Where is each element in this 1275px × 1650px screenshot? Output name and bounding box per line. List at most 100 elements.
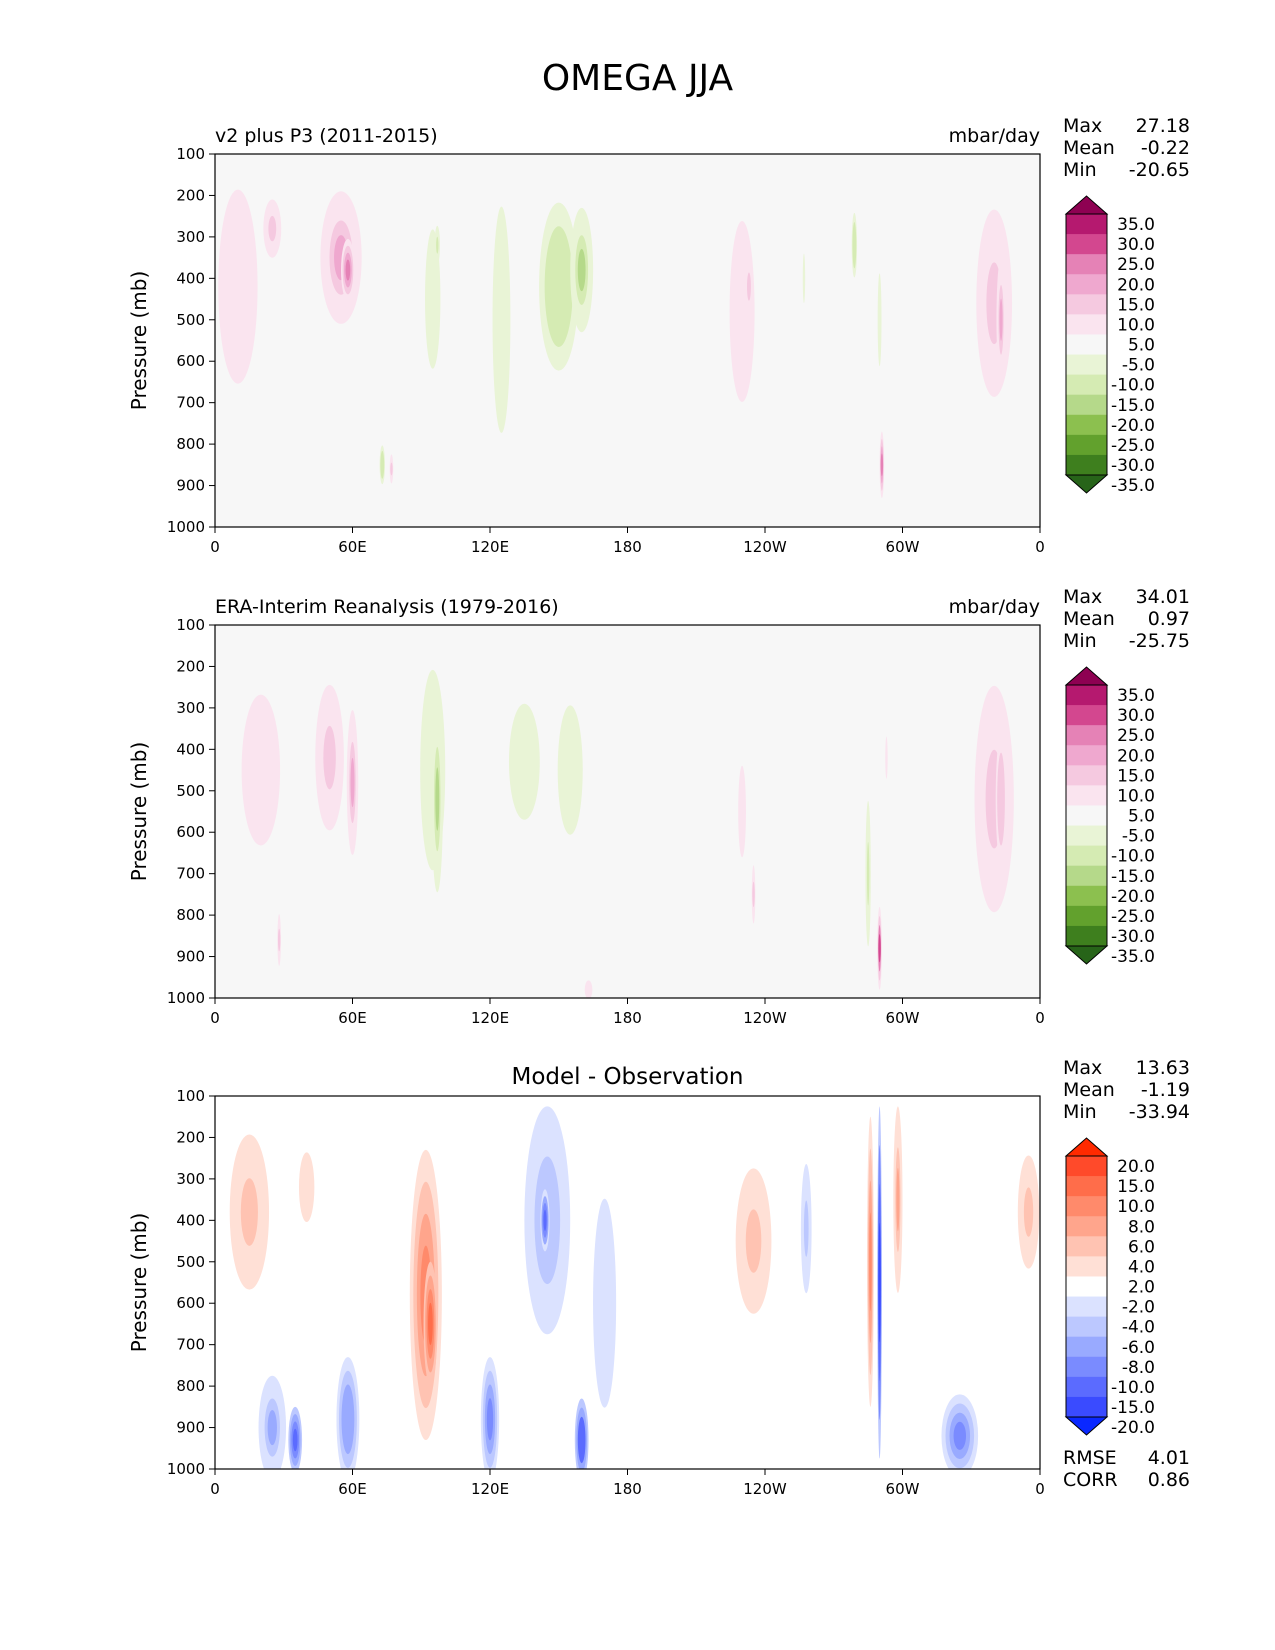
colorbar-segment [1066, 885, 1107, 907]
colorbar-label: 6.0 [1128, 1237, 1155, 1257]
contour-feature-13 [745, 1209, 762, 1273]
colorbar-label: 20.0 [1117, 746, 1155, 766]
contour-feature-2 [301, 1166, 312, 1209]
contour-feature-11 [752, 881, 755, 908]
x-tick-label: 120W [743, 1009, 787, 1027]
contour-feature-11 [579, 1425, 585, 1455]
x-tick-label: 120E [471, 1009, 509, 1027]
colorbar-label: -20.0 [1111, 887, 1155, 907]
colorbar-bottom-arrow [1064, 474, 1109, 494]
x-tick-label: 60E [338, 1480, 367, 1498]
colorbar-bottom-arrow [1064, 1416, 1109, 1436]
y-tick-label: 400 [176, 740, 205, 758]
colorbar: 20.015.010.08.06.04.02.0-2.0-4.0-6.0-8.0… [1064, 1137, 1155, 1438]
colorbar-segment [1066, 785, 1107, 806]
colorbar-label: -5.0 [1122, 356, 1155, 376]
contour-feature-17 [896, 1167, 900, 1232]
y-tick-label: 900 [176, 948, 205, 966]
contour-feature-11 [577, 248, 586, 292]
panel-1: 100 200 300 400 500 600 700 800 900 1000 0 60E 120E 1… [127, 115, 1190, 556]
y-tick-label: 700 [176, 865, 205, 883]
colorbar-segment [1066, 725, 1107, 746]
colorbar-segment [1066, 334, 1107, 356]
stat-value: 13.63 [1136, 1057, 1190, 1079]
colorbar-label: -35.0 [1111, 947, 1155, 967]
contour-feature-7 [428, 1302, 433, 1346]
stat-value: 4.01 [1148, 1447, 1190, 1469]
colorbar-segment [1066, 1356, 1107, 1378]
contour-feature-3 [267, 1409, 277, 1446]
y-tick-label: 600 [176, 352, 205, 370]
contour-feature-15 [869, 1212, 872, 1312]
colorbar-segment [1066, 1156, 1107, 1177]
stat-value: -20.65 [1129, 159, 1190, 181]
colorbar-label: -30.0 [1111, 927, 1155, 947]
stat-value: -0.22 [1141, 137, 1190, 159]
y-tick-label: 600 [176, 823, 205, 841]
colorbar-frame [1065, 1155, 1108, 1418]
colorbar-segment [1066, 1316, 1107, 1338]
y-tick-label: 300 [176, 699, 205, 717]
contour-feature-14 [885, 736, 888, 779]
panel-title: v2 plus P3 (2011-2015) [215, 125, 438, 147]
x-tick-label: 60W [886, 1009, 920, 1027]
y-tick-label: 500 [176, 1253, 205, 1271]
colorbar-label: 35.0 [1117, 215, 1155, 235]
contour-feature-3 [350, 757, 355, 808]
stat-value: -33.94 [1129, 1101, 1190, 1123]
contour-feature-16 [878, 1222, 881, 1343]
stat-label: Min [1063, 1101, 1097, 1123]
colorbar-label: -15.0 [1111, 1398, 1155, 1418]
colorbar-segment [1066, 765, 1107, 786]
colorbar-label: -20.0 [1111, 416, 1155, 436]
y-tick-label: 200 [176, 657, 205, 675]
x-tick-label: 120E [471, 1480, 509, 1498]
colorbar-label: 5.0 [1128, 807, 1155, 827]
colorbar-segment [1066, 234, 1107, 255]
contour-feature-7 [428, 256, 438, 342]
colorbar-label: 8.0 [1128, 1217, 1155, 1237]
x-tick-label: 180 [613, 538, 642, 556]
colorbar-label: -20.0 [1111, 1418, 1155, 1438]
contour-feature-10 [543, 1209, 547, 1231]
contour-feature-5 [381, 456, 384, 474]
contour-feature-8 [486, 1398, 494, 1441]
colorbar: 35.030.025.020.015.010.05.0-5.0-10.0-15.… [1064, 666, 1155, 967]
y-axis-label: Pressure (mb) [127, 271, 151, 411]
colorbar-label: -5.0 [1122, 827, 1155, 847]
stat-label: Max [1063, 1057, 1102, 1079]
colorbar-segment [1066, 294, 1107, 315]
units-label: mbar/day [949, 125, 1040, 147]
x-tick-label: 60E [338, 538, 367, 556]
colorbar-segment [1066, 705, 1107, 726]
y-tick-label: 600 [176, 1294, 205, 1312]
contour-feature-6 [435, 767, 440, 831]
stat-label: Max [1063, 115, 1102, 137]
x-tick-label: 60W [886, 538, 920, 556]
contour-field [229, 1106, 1040, 1469]
x-tick-label: 0 [1035, 538, 1045, 556]
contour-field [241, 669, 1014, 998]
stat-value: 0.97 [1148, 608, 1190, 630]
colorbar-segment [1066, 845, 1107, 867]
colorbar-top-arrow [1064, 666, 1109, 686]
y-axis-label: Pressure (mb) [127, 1213, 151, 1353]
x-tick-label: 180 [613, 1009, 642, 1027]
colorbar-top-arrow [1064, 195, 1109, 215]
stat-value: -1.19 [1141, 1079, 1190, 1101]
colorbar-segment [1066, 745, 1107, 766]
colorbar-bottom-arrow [1064, 945, 1109, 965]
colorbar-label: -35.0 [1111, 476, 1155, 496]
y-tick-label: 200 [176, 1128, 205, 1146]
x-tick-label: 120W [743, 538, 787, 556]
colorbar-segment [1066, 214, 1107, 235]
colorbar-label: 30.0 [1117, 706, 1155, 726]
colorbar-label: 20.0 [1117, 275, 1155, 295]
contour-feature-13 [878, 934, 881, 963]
stat-label: Mean [1063, 137, 1115, 159]
colorbar-segment [1066, 1296, 1107, 1318]
stat-value: -25.75 [1129, 630, 1190, 652]
x-tick-label: 60E [338, 1009, 367, 1027]
